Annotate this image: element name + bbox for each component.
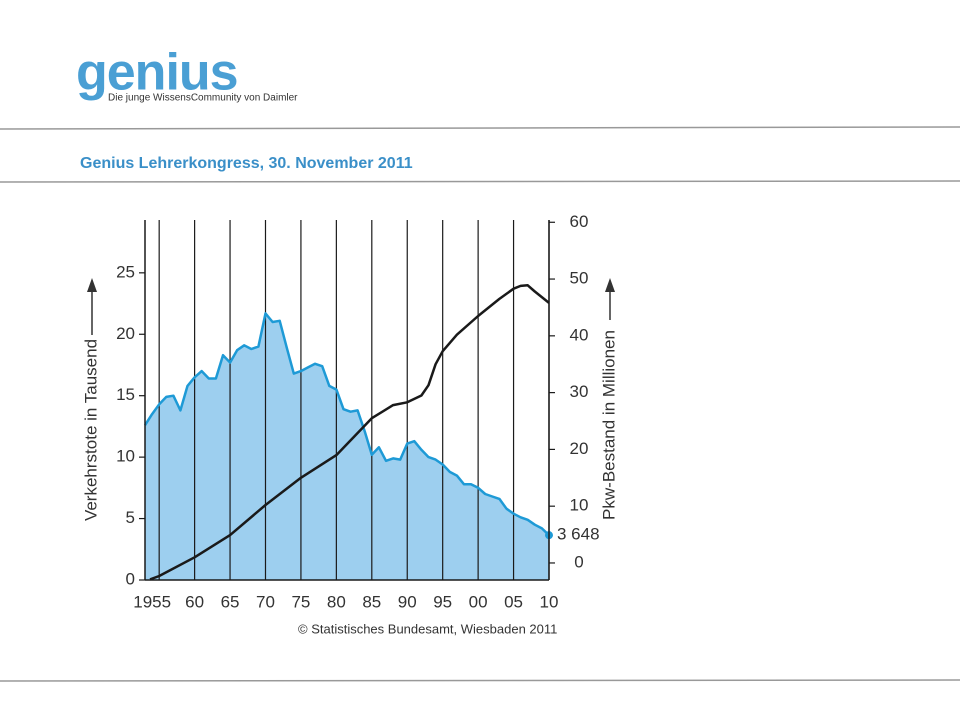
divider [0, 679, 960, 682]
x-tick-label: 65 [221, 592, 240, 611]
y2-tick-label: 30 [570, 382, 589, 401]
x-tick-label: 1955 [133, 592, 171, 611]
logo-tagline: Die junge WissensCommunity von Daimler [108, 93, 298, 104]
x-tick-label: 60 [185, 592, 204, 611]
y-tick-label: 20 [116, 324, 135, 343]
x-tick-label: 95 [433, 592, 452, 611]
x-tick-label: 70 [256, 592, 275, 611]
divider [0, 180, 960, 183]
y-tick-label: 25 [116, 262, 135, 281]
y-tick-label: 0 [126, 569, 135, 588]
axis-arrow-head [605, 278, 615, 292]
line [149, 284, 550, 581]
y2-tick-label: 40 [570, 325, 589, 344]
y2-tick-label: 50 [570, 269, 589, 288]
y2-tick-label: 10 [570, 496, 589, 515]
line [143, 312, 550, 537]
divider [0, 126, 960, 130]
y2-tick-label: 60 [570, 212, 589, 231]
x-tick-label: 75 [291, 592, 310, 611]
y2-tick-label: 0 [574, 552, 583, 571]
source: © Statistisches Bundesamt, Wiesbaden 201… [298, 621, 557, 636]
y-tick-label: 15 [116, 385, 135, 404]
x-tick-label: 10 [540, 592, 559, 611]
logo: genius [76, 44, 238, 102]
x-tick-label: 80 [327, 592, 346, 611]
y-tick-label: 10 [116, 447, 135, 466]
y-axis-label: Verkehrstote in Tausend [81, 339, 100, 521]
value-label: 3 648 [557, 525, 600, 544]
y-tick-label: 5 [126, 508, 135, 527]
y2-axis-label: Pkw-Bestand in Millionen [599, 330, 618, 520]
chart: 1955 60 65 70 75 80 85 90 95 00 05 103 648051015202… [116, 212, 599, 612]
x-tick-label: 05 [504, 592, 523, 611]
area [145, 313, 549, 580]
y2-tick-label: 20 [570, 439, 589, 458]
axis-arrow-head [87, 278, 97, 292]
x-tick-label: 00 [469, 592, 488, 611]
slide-title: Genius Lehrerkongress, 30. November 2011 [80, 155, 413, 172]
x-tick-label: 90 [398, 592, 417, 611]
x-tick-label: 85 [362, 592, 381, 611]
